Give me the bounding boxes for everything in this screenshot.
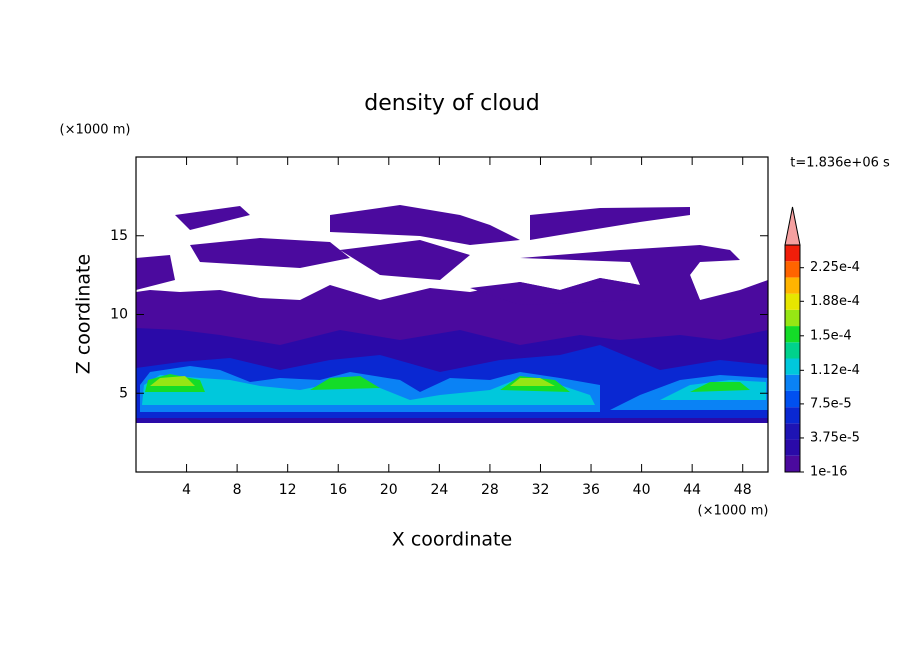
colorbar-band [785, 390, 800, 408]
colorbar-tick-label: 1e-16 [810, 465, 848, 480]
colorbar-tick-label: 1.12e-4 [810, 363, 860, 378]
colorbar-band [785, 293, 800, 310]
cloud-region [150, 376, 555, 386]
x-tick-label: 48 [734, 482, 752, 498]
x-tick-label: 12 [279, 482, 297, 498]
x-tick-label: 16 [329, 482, 347, 498]
time-label: t=1.836e+06 s [790, 156, 890, 171]
y-tick-label: 15 [110, 228, 128, 244]
chart-title: density of cloud [364, 91, 539, 116]
x-unit: (×1000 m) [698, 504, 769, 519]
y-tick-label: 5 [119, 385, 128, 401]
colorbar-band [785, 342, 800, 359]
colorbar-band [785, 407, 800, 424]
colorbar-tick-label: 7.5e-5 [810, 396, 852, 411]
x-axis-label: X coordinate [392, 529, 512, 551]
colorbar-band [785, 245, 800, 262]
colorbar-tick-label: 3.75e-5 [810, 430, 860, 445]
colorbar-tick-label: 2.25e-4 [810, 260, 860, 275]
colorbar-frame [784, 244, 801, 473]
cloud-region [142, 375, 766, 405]
x-tick-label: 24 [430, 482, 448, 498]
colorbar-band [785, 439, 800, 456]
y-unit: (×1000 m) [60, 123, 131, 138]
colorbar-band [785, 455, 800, 472]
x-tick-label: 40 [633, 482, 651, 498]
colorbar-tick-label: 1.5e-4 [810, 328, 852, 343]
colorbar-band [785, 423, 800, 440]
colorbar-extend [784, 206, 801, 246]
colorbar-band [785, 374, 800, 391]
x-tick-label: 32 [532, 482, 550, 498]
x-tick-label: 20 [380, 482, 398, 498]
colorbar-band [785, 277, 800, 294]
x-tick-label: 8 [233, 482, 242, 498]
colorbar-band [785, 261, 800, 278]
colorbar-band [785, 326, 800, 343]
colorbar-band [785, 309, 800, 327]
x-tick-label: 4 [182, 482, 191, 498]
colorbar-tick-label: 1.88e-4 [810, 294, 860, 309]
x-tick-label: 44 [683, 482, 701, 498]
y-axis-label: Z coordinate [73, 254, 95, 374]
y-tick-label: 10 [110, 307, 128, 323]
x-tick-label: 28 [481, 482, 499, 498]
colorbar-band [785, 358, 800, 375]
x-tick-label: 36 [582, 482, 600, 498]
contour-field [136, 205, 768, 423]
cloud-region [136, 205, 740, 305]
